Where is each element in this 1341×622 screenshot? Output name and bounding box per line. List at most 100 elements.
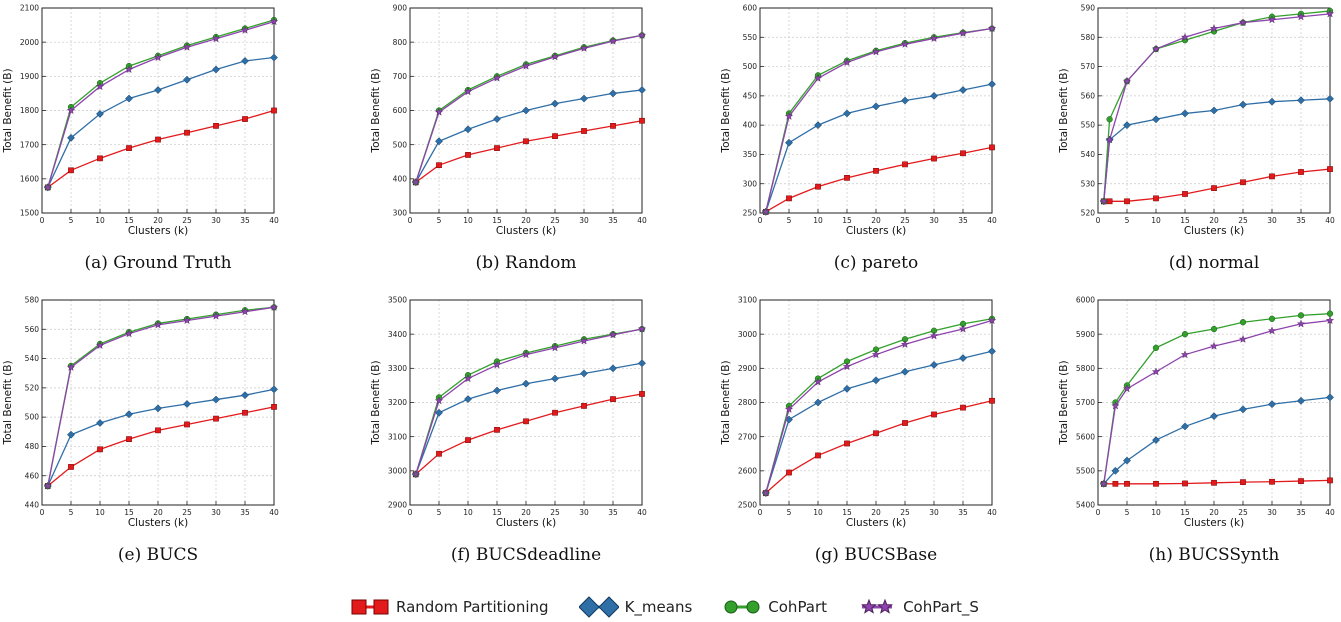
data-point-cohpart	[1239, 319, 1247, 326]
data-point-cohpart	[1181, 331, 1189, 338]
data-point-cohpart-s	[521, 61, 531, 70]
data-point-random-partitioning	[815, 452, 821, 459]
data-point-k-means	[551, 374, 559, 383]
y-tick-label: 1800	[20, 106, 39, 115]
data-point-cohpart	[1106, 116, 1113, 123]
x-tick-label: 10	[463, 216, 473, 225]
y-tick-label: 520	[25, 383, 40, 392]
chart-caption: (b) Random	[475, 253, 577, 273]
data-point-random-partitioning	[1182, 480, 1188, 487]
series-line-k-means	[1103, 98, 1331, 202]
series-line-random-partitioning	[415, 120, 643, 183]
data-point-k-means	[580, 94, 588, 103]
data-point-cohpart-s	[579, 336, 589, 345]
chart-caption: (f) BUCSdeadline	[450, 545, 602, 565]
y-tick-label: 800	[393, 38, 408, 47]
y-tick-label: 300	[743, 179, 758, 188]
y-tick-label: 3000	[388, 466, 407, 475]
series-random-partitioning	[762, 397, 995, 496]
data-point-random-partitioning	[552, 133, 558, 139]
y-tick-label: 5900	[1076, 330, 1095, 339]
data-point-cohpart	[1152, 344, 1160, 351]
data-point-k-means	[1152, 115, 1160, 124]
y-tick-label: 350	[743, 150, 758, 159]
y-tick-label: 2900	[738, 364, 757, 373]
data-point-k-means	[901, 96, 909, 105]
series-line-cohpart	[1103, 313, 1331, 484]
chart-caption: (e) BUCS	[117, 545, 199, 565]
x-axis-label: Clusters (k)	[846, 517, 906, 529]
series-line-random-partitioning	[47, 406, 275, 487]
data-point-k-means	[1297, 96, 1305, 105]
x-axis-label: Clusters (k)	[846, 225, 906, 237]
x-tick-label: 0	[1096, 216, 1101, 225]
y-tick-label: 2000	[20, 38, 39, 47]
data-point-cohpart-s	[761, 207, 770, 216]
x-tick-label: 10	[1151, 508, 1161, 517]
series-cohpart-s	[43, 302, 279, 490]
series-line-k-means	[47, 388, 275, 487]
chart-panel: 0 5 10 15 20 25 30 35 40 250 300 350 400 450 500 550 600…	[720, 4, 997, 237]
data-point-k-means	[270, 385, 278, 394]
y-tick-label: 590	[1081, 4, 1096, 13]
series-cohpart-s	[1099, 316, 1335, 488]
x-tick-label: 5	[787, 216, 792, 225]
data-point-random-partitioning	[242, 409, 248, 416]
y-tick-label: 520	[1081, 209, 1096, 218]
data-point-random-partitioning	[436, 450, 442, 457]
data-point-random-partitioning	[68, 167, 74, 174]
data-point-k-means	[814, 398, 822, 407]
chart-caption: (c) pareto	[833, 253, 919, 273]
series-line-cohpart-s	[47, 306, 275, 487]
y-tick-label: 550	[743, 33, 758, 42]
series-line-random-partitioning	[415, 393, 643, 475]
data-point-random-partitioning	[873, 430, 879, 437]
y-tick-label: 540	[1081, 150, 1096, 159]
x-tick-label: 30	[211, 508, 221, 517]
y-tick-label: 3000	[738, 330, 757, 339]
data-point-k-means	[96, 419, 104, 427]
data-point-k-means	[96, 109, 104, 118]
data-point-cohpart-s	[987, 316, 997, 325]
x-tick-label: 5	[1125, 508, 1130, 517]
data-point-random-partitioning	[155, 427, 161, 434]
x-axis-label: Clusters (k)	[128, 225, 188, 237]
series-k-means	[1099, 94, 1334, 206]
data-point-k-means	[930, 91, 938, 100]
x-tick-label: 30	[579, 216, 589, 225]
circle-icon	[724, 600, 760, 614]
data-point-k-means	[212, 395, 220, 404]
data-point-random-partitioning	[960, 150, 966, 157]
x-tick-label: 25	[182, 508, 192, 517]
data-point-cohpart-s	[411, 469, 420, 478]
data-point-cohpart-s	[813, 377, 823, 386]
x-tick-label: 25	[1238, 216, 1248, 225]
data-point-k-means	[1239, 405, 1247, 414]
x-tick-label: 20	[521, 508, 531, 517]
y-tick-label: 500	[25, 413, 40, 422]
data-point-cohpart-s	[842, 362, 852, 371]
y-tick-label: 3300	[388, 364, 407, 373]
data-point-cohpart-s	[1296, 12, 1306, 21]
data-point-cohpart-s	[784, 404, 794, 413]
data-point-random-partitioning	[931, 411, 937, 418]
series-line-cohpart	[47, 19, 275, 188]
data-point-k-means	[1268, 400, 1276, 409]
data-point-random-partitioning	[523, 138, 529, 145]
x-tick-label: 35	[958, 508, 968, 517]
y-tick-label: 5700	[1076, 398, 1095, 407]
data-point-cohpart-s	[1238, 334, 1248, 343]
x-tick-label: 5	[437, 508, 442, 517]
series-cohpart-s	[1099, 9, 1335, 205]
data-point-cohpart-s	[1111, 401, 1120, 410]
data-point-random-partitioning	[465, 152, 471, 158]
series-line-cohpart-s	[415, 328, 643, 475]
data-point-k-means	[212, 65, 220, 74]
x-tick-label: 15	[492, 216, 502, 225]
data-point-cohpart-s	[608, 36, 618, 45]
data-point-cohpart-s	[550, 343, 560, 352]
data-point-cohpart-s	[1325, 9, 1335, 18]
data-point-k-means	[67, 133, 75, 142]
data-point-k-means	[435, 408, 443, 417]
y-tick-label: 1600	[20, 174, 39, 183]
